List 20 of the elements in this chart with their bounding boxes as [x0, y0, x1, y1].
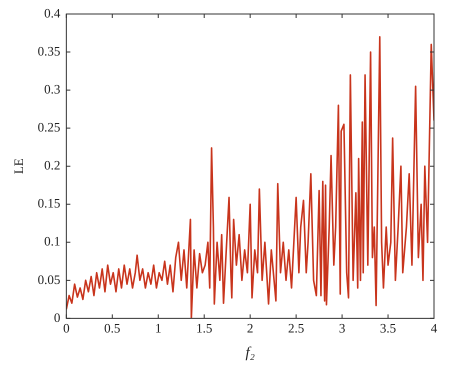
y-tick-label: 0.25: [38, 120, 60, 135]
y-tick-label: 0: [54, 310, 60, 325]
x-tick-label: 3: [338, 320, 346, 336]
x-tick-label: 4: [430, 320, 438, 336]
x-tick-label: 1: [155, 320, 162, 336]
x-tick-label: 0.5: [104, 320, 120, 336]
x-axis-title: f₂: [245, 344, 255, 361]
y-tick-label: 0.35: [38, 43, 60, 58]
x-tick-label: 0: [63, 320, 70, 336]
x-tick-label: 3.5: [380, 320, 396, 336]
y-axis-title: LE: [11, 158, 26, 174]
y-tick-label: 0.2: [44, 158, 60, 173]
y-tick-label: 0.4: [44, 5, 61, 20]
y-tick-label: 0.15: [38, 196, 60, 211]
x-tick-label: 2.5: [288, 320, 304, 336]
y-tick-label: 0.1: [44, 234, 60, 249]
x-tick-label: 2: [246, 320, 254, 336]
x-tick-label: 1.5: [196, 320, 212, 336]
y-tick-label: 0.3: [44, 82, 60, 97]
y-tick-label: 0.05: [38, 272, 60, 287]
